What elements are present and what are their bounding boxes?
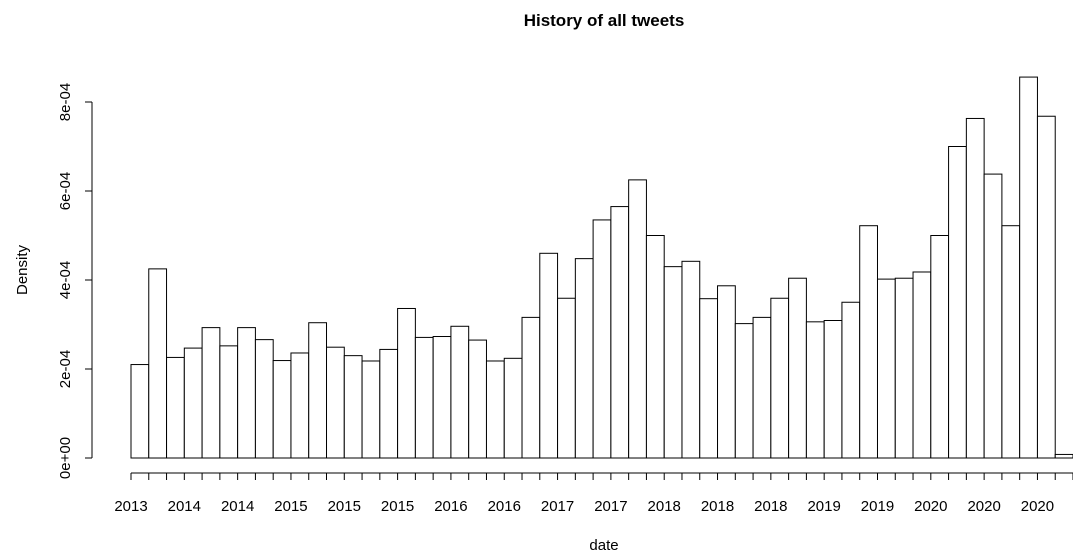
y-tick-label: 6e-04: [57, 172, 74, 210]
histogram-bar: [663, 266, 683, 459]
histogram-bar: [1036, 115, 1056, 459]
histogram-bar: [823, 320, 843, 459]
histogram-bar: [557, 297, 576, 459]
histogram-bar: [166, 356, 185, 459]
x-tick-label: 2020: [967, 498, 1000, 515]
histogram-bar: [468, 339, 487, 459]
histogram-bar: [752, 316, 772, 459]
x-tick-label: 2018: [754, 498, 787, 515]
x-tick-label: 2015: [381, 498, 414, 515]
histogram-bar: [254, 339, 274, 459]
x-tick-label: 2017: [541, 498, 574, 515]
histogram-bar: [485, 360, 505, 459]
bar-group: [130, 76, 1073, 459]
y-tick-label: 0e+00: [57, 437, 74, 479]
histogram-bar: [1054, 453, 1073, 459]
histogram-bar: [379, 348, 399, 459]
histogram-bar: [130, 364, 150, 459]
histogram-bar: [770, 297, 790, 459]
histogram-bar: [681, 260, 701, 459]
x-tick-label: 2013: [114, 498, 147, 515]
histogram-bar: [450, 325, 470, 459]
histogram-bar: [965, 117, 985, 459]
histogram-bar: [148, 268, 168, 459]
histogram-bar: [912, 271, 932, 459]
histogram-bar: [539, 252, 559, 459]
histogram-bar: [397, 307, 416, 459]
histogram-bar: [1001, 225, 1021, 459]
histogram-bar: [610, 206, 630, 459]
x-tick-label: 2018: [648, 498, 681, 515]
histogram-bar: [699, 298, 719, 459]
y-axis: 0e+00 2e-04 4e-04 6e-04 8e-04: [57, 83, 93, 479]
histogram-bar: [574, 258, 594, 459]
histogram-bar: [272, 360, 292, 459]
histogram-bar: [894, 277, 914, 459]
histogram-bar: [628, 179, 647, 459]
histogram-bar: [361, 360, 381, 459]
x-tick-label: 2015: [274, 498, 307, 515]
histogram-bar: [183, 347, 203, 459]
histogram-bar: [201, 327, 221, 459]
histogram-bar: [237, 327, 256, 459]
x-tick-label: 2014: [221, 498, 254, 515]
histogram-bar: [414, 336, 434, 459]
histogram-bar: [326, 346, 345, 459]
histogram-bar: [1019, 76, 1038, 459]
y-axis-label: Density: [14, 244, 31, 295]
histogram-bar: [841, 301, 861, 459]
histogram-bar: [948, 146, 967, 459]
x-tick-label: 2020: [1021, 498, 1054, 515]
x-tick-label: 2014: [168, 498, 201, 515]
x-axis: 2013 2014 2014 2015 2015 2015 2016 2016 2017 2017…: [114, 472, 1073, 515]
histogram-bar: [503, 357, 523, 459]
histogram-bar: [592, 219, 612, 459]
x-tick-label: 2018: [701, 498, 734, 515]
y-tick-label: 2e-04: [57, 350, 74, 388]
histogram-bar: [805, 321, 825, 459]
histogram-bar: [734, 323, 754, 459]
x-tick-label: 2016: [488, 498, 521, 515]
x-axis-label: date: [589, 537, 618, 554]
chart-title: History of all tweets: [524, 11, 685, 30]
histogram-bar: [788, 277, 807, 459]
histogram-bar: [343, 355, 363, 459]
x-tick-label: 2020: [914, 498, 947, 515]
histogram-bar: [521, 316, 541, 459]
histogram-bar: [219, 345, 239, 459]
y-tick-label: 4e-04: [57, 261, 74, 299]
x-tick-label: 2017: [594, 498, 627, 515]
histogram-bar: [930, 235, 950, 459]
x-tick-label: 2016: [434, 498, 467, 515]
histogram-bar: [432, 336, 452, 459]
histogram-bar: [308, 322, 328, 459]
histogram-bar: [859, 225, 878, 459]
histogram-bar: [876, 278, 896, 459]
histogram-bar: [717, 285, 736, 459]
histogram-bar: [645, 235, 665, 459]
y-tick-label: 8e-04: [57, 83, 74, 121]
histogram-bar: [983, 173, 1003, 459]
x-tick-label: 2019: [807, 498, 840, 515]
histogram-bar: [290, 352, 310, 459]
x-tick-label: 2015: [328, 498, 361, 515]
x-tick-label: 2019: [861, 498, 894, 515]
